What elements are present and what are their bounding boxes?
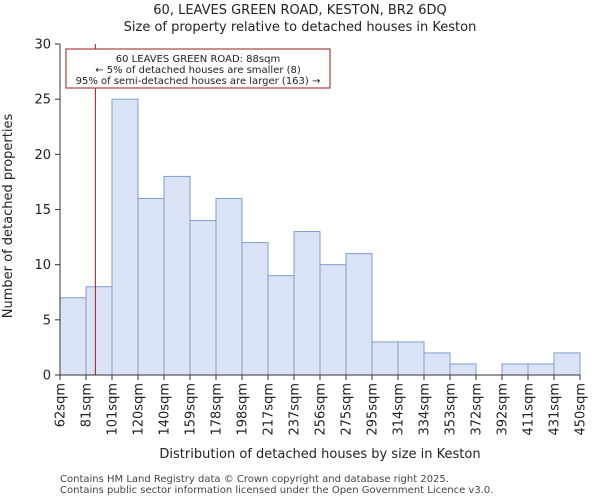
x-tick-label-353sqm: 353sqm — [444, 383, 459, 436]
x-tick-label-120sqm: 120sqm — [132, 383, 147, 436]
bar-314sqm — [397, 341, 425, 376]
x-tick-label-140sqm: 140sqm — [158, 383, 173, 436]
bar-295sqm — [371, 341, 399, 376]
bar-178sqm — [215, 197, 243, 376]
x-tick-label-295sqm: 295sqm — [366, 383, 381, 436]
x-tick-label-392sqm: 392sqm — [496, 383, 511, 436]
bar-81sqm — [85, 286, 113, 376]
bar-140sqm — [163, 175, 191, 376]
footer-line-2: Contains public sector information licen… — [60, 485, 494, 496]
x-tick-label-178sqm: 178sqm — [210, 383, 225, 436]
x-tick-label-372sqm: 372sqm — [470, 383, 485, 436]
bar-431sqm — [553, 352, 581, 376]
x-tick-label-431sqm: 431sqm — [548, 383, 563, 436]
bars-group — [59, 98, 581, 376]
bar-62sqm — [59, 297, 87, 376]
bar-237sqm — [293, 231, 321, 376]
x-tick-label-198sqm: 198sqm — [236, 383, 251, 436]
bar-256sqm — [319, 264, 347, 376]
bar-217sqm — [267, 275, 295, 376]
y-tick-label-15: 15 — [34, 203, 51, 218]
annotation-line-3: 95% of semi-detached houses are larger (… — [76, 76, 321, 87]
y-tick-label-5: 5 — [43, 313, 51, 328]
y-tick-label-0: 0 — [43, 369, 51, 384]
annotation-line-2: ← 5% of detached houses are smaller (8) — [95, 65, 301, 76]
x-tick-label-450sqm: 450sqm — [574, 383, 589, 436]
bar-275sqm — [345, 253, 373, 376]
x-tick-label-62sqm: 62sqm — [54, 383, 69, 427]
bar-334sqm — [423, 352, 451, 376]
x-axis-label: Distribution of detached houses by size … — [159, 447, 480, 462]
x-tick-label-101sqm: 101sqm — [106, 383, 121, 436]
x-tick-label-81sqm: 81sqm — [80, 383, 95, 427]
bar-411sqm — [527, 363, 555, 376]
footer-line-1: Contains HM Land Registry data © Crown c… — [60, 474, 449, 485]
x-tick-label-256sqm: 256sqm — [314, 383, 329, 436]
y-tick-label-20: 20 — [34, 148, 51, 163]
y-tick-label-25: 25 — [34, 93, 51, 108]
axes-group: 0 5 10 15 20 25 30 62sqm 81sqm 101sqm 120sqm 140sqm… — [34, 38, 588, 436]
annotation-box: 60 LEAVES GREEN ROAD: 88sqm ← 5% of deta… — [65, 48, 331, 89]
bar-159sqm — [189, 220, 217, 376]
bar-101sqm — [111, 98, 139, 376]
x-tick-label-159sqm: 159sqm — [184, 383, 199, 436]
y-tick-label-10: 10 — [34, 258, 51, 273]
chart-subtitle: Size of property relative to detached ho… — [123, 20, 477, 35]
y-tick-label-30: 30 — [34, 38, 51, 53]
x-tick-label-411sqm: 411sqm — [522, 383, 537, 436]
x-tick-label-314sqm: 314sqm — [392, 383, 407, 436]
annotation-frame — [65, 48, 331, 89]
bar-392sqm — [501, 363, 529, 376]
bar-353sqm — [449, 363, 477, 376]
x-tick-label-237sqm: 237sqm — [288, 383, 303, 436]
annotation-line-1: 60 LEAVES GREEN ROAD: 88sqm — [116, 54, 280, 65]
bar-198sqm — [241, 242, 269, 376]
x-tick-label-275sqm: 275sqm — [340, 383, 355, 436]
chart-title: 60, LEAVES GREEN ROAD, KESTON, BR2 6DQ — [153, 3, 447, 18]
y-axis-label: Number of detached properties — [1, 114, 16, 319]
x-tick-label-217sqm: 217sqm — [262, 383, 277, 436]
x-tick-label-334sqm: 334sqm — [418, 383, 433, 436]
bar-120sqm — [137, 197, 165, 376]
